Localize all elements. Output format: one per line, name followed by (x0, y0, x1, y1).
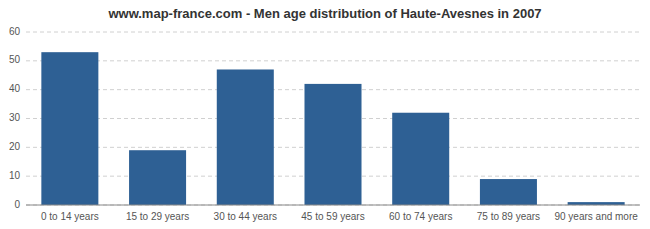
y-tick-label: 50 (9, 54, 21, 65)
bar (217, 69, 274, 205)
y-tick-label: 60 (9, 26, 21, 37)
x-tick-label: 75 to 89 years (477, 211, 540, 222)
x-tick-label: 15 to 29 years (126, 211, 189, 222)
y-tick-label: 30 (9, 112, 21, 123)
y-tick-label: 10 (9, 170, 21, 181)
x-tick-label: 45 to 59 years (301, 211, 364, 222)
grid-line (26, 60, 640, 61)
title: www.map-france.com - Men age distributio… (107, 6, 541, 21)
x-tick-label: 60 to 74 years (389, 211, 452, 222)
y-tick-label: 20 (9, 141, 21, 152)
chart: www.map-france.com - Men age distributio… (0, 0, 650, 229)
y-tick-label: 40 (9, 83, 21, 94)
background (0, 0, 650, 229)
bar (392, 113, 449, 205)
x-tick-label: 90 years and more (554, 211, 638, 222)
y-axis: 0 10 20 30 40 50 60 (9, 26, 640, 210)
grid-line (26, 205, 640, 206)
x-axis: 0 to 14 years 15 to 29 years 30 to 44 year… (41, 211, 638, 222)
bar (480, 179, 537, 205)
x-tick-label: 0 to 14 years (41, 211, 99, 222)
x-axis-line (26, 205, 640, 206)
y-tick-label: 0 (14, 199, 20, 210)
bar (129, 150, 186, 205)
grid-line (26, 32, 640, 33)
bar (304, 84, 361, 205)
bar (41, 52, 98, 205)
x-tick-label: 30 to 44 years (214, 211, 277, 222)
bars (41, 52, 624, 205)
